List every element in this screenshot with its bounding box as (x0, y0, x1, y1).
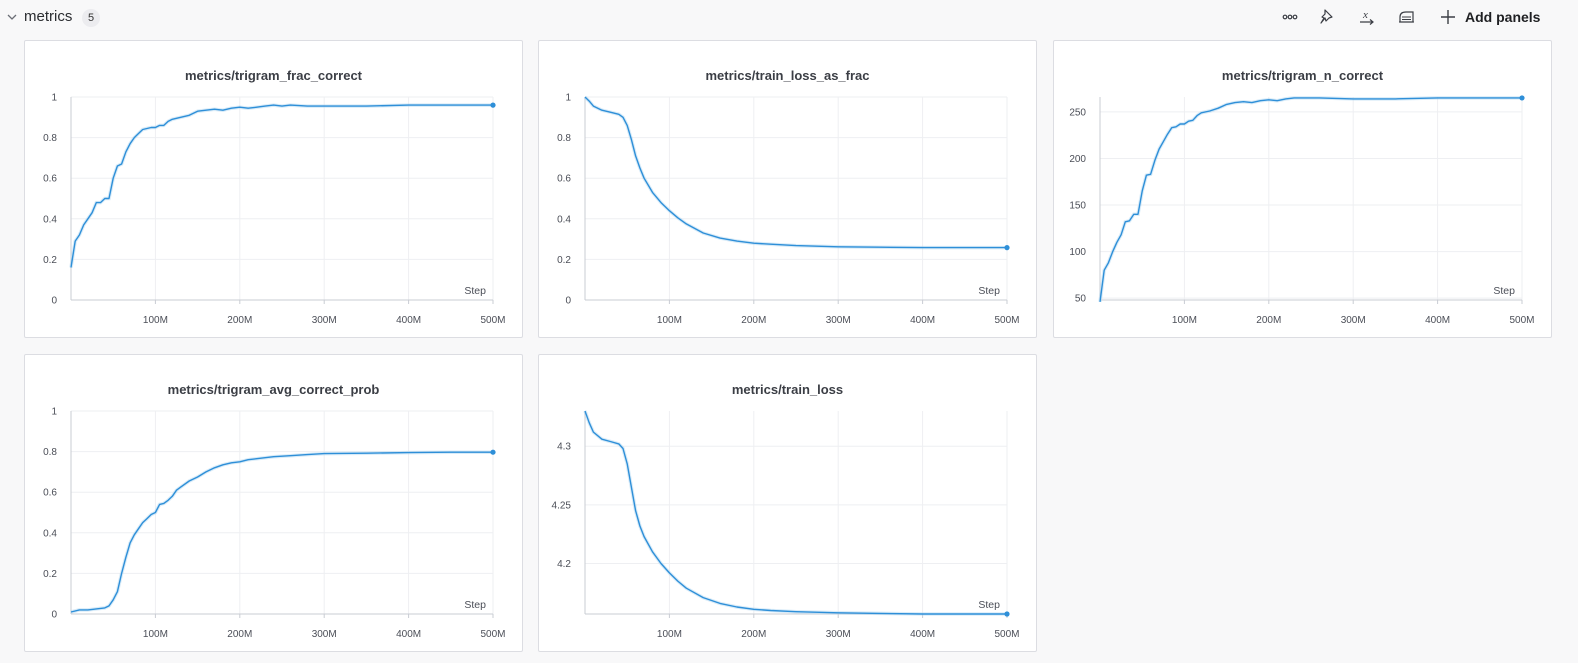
x-tick-label: 300M (826, 629, 851, 640)
y-tick-label: 0.4 (43, 528, 57, 539)
y-tick-label: 0.8 (43, 133, 57, 144)
y-tick-label: 0.6 (43, 488, 57, 499)
x-tick-label: 400M (396, 315, 421, 326)
x-tick-label: 300M (826, 315, 851, 326)
x-axis-label: Step (464, 285, 486, 297)
y-tick-label: 1 (51, 407, 57, 418)
x-tick-label: 300M (312, 315, 337, 326)
y-tick-label: 1 (51, 93, 57, 104)
chart-title: metrics/trigram_frac_correct (184, 68, 363, 83)
series-band (69, 103, 493, 268)
x-tick-label: 100M (143, 315, 168, 326)
series-end-point[interactable] (1519, 95, 1525, 101)
y-tick-label: 0.2 (43, 569, 57, 580)
series-line[interactable] (584, 96, 1007, 249)
pin-icon[interactable] (1317, 7, 1337, 27)
chart-panel-trigram-avg-correct-prob[interactable]: metrics/trigram_avg_correct_prob 0 0.2 0.4… (24, 354, 523, 652)
x-tick-label: 200M (741, 629, 766, 640)
series-band (583, 95, 1007, 250)
x-tick-label: 400M (910, 629, 935, 640)
series-end-point[interactable] (1004, 245, 1010, 251)
section-header: metrics 5 x Add panels (0, 0, 1578, 36)
y-tick-label: 0.2 (557, 255, 571, 266)
x-tick-label: 500M (480, 315, 505, 326)
series-end-point[interactable] (490, 102, 496, 108)
series-line[interactable] (70, 104, 493, 268)
add-panels-label: Add panels (1465, 9, 1541, 25)
x-tick-label: 400M (910, 315, 935, 326)
chart-panel-train-loss-as-frac[interactable]: metrics/train_loss_as_frac 0 0.2 0.4 0.6 0.8… (538, 40, 1037, 338)
y-tick-label: 0 (51, 610, 57, 621)
y-tick-label: 50 (1075, 294, 1087, 305)
chart-panel-train-loss[interactable]: metrics/train_loss 4.2 4.25 4.3 100M 200M 300… (538, 354, 1037, 652)
y-tick-label: 0.4 (43, 214, 57, 225)
y-tick-label: 4.2 (557, 559, 571, 570)
y-tick-label: 0.2 (43, 255, 57, 266)
line-chart[interactable]: 50 100 150 200 250 100M 200M 300M 400M 500M Step (1054, 41, 1553, 339)
add-panels-button[interactable]: Add panels (1439, 6, 1540, 28)
add-icon (1441, 10, 1455, 24)
x-tick-label: 300M (1341, 315, 1366, 326)
y-tick-label: 4.25 (552, 500, 572, 511)
x-tick-label: 500M (994, 315, 1019, 326)
section-count-badge: 5 (82, 9, 101, 27)
series-band (583, 410, 1007, 616)
y-tick-label: 0.6 (43, 174, 57, 185)
section-title[interactable]: metrics (24, 8, 73, 25)
x-tick-label: 300M (312, 629, 337, 640)
x-tick-label: 200M (227, 315, 252, 326)
y-tick-label: 200 (1069, 154, 1086, 165)
y-tick-label: 150 (1069, 201, 1086, 212)
series-line[interactable] (70, 451, 493, 613)
y-tick-label: 0.6 (557, 174, 571, 185)
x-axis-label: Step (464, 599, 486, 611)
x-tick-label: 200M (741, 315, 766, 326)
series-end-point[interactable] (490, 449, 496, 455)
chevron-down-icon[interactable] (6, 11, 18, 23)
series-line[interactable] (584, 410, 1007, 615)
x-tick-label: 400M (396, 629, 421, 640)
series-band (70, 450, 493, 614)
x-axis-icon[interactable]: x (1357, 7, 1377, 27)
x-tick-label: 200M (1256, 315, 1281, 326)
line-chart[interactable]: 0 0.2 0.4 0.6 0.8 1 100M 200M 300M 400M 500M Step (539, 41, 1038, 339)
chart-panel-trigram-n-correct[interactable]: metrics/trigram_n_correct 50 100 150 200 250… (1053, 40, 1552, 338)
chart-panel-trigram-frac-correct[interactable]: metrics/trigram_frac_correct 0 0.2 0.4 0.6 0… (24, 40, 523, 338)
x-tick-label: 200M (227, 629, 252, 640)
y-tick-label: 100 (1069, 247, 1086, 258)
y-tick-label: 0 (51, 296, 57, 307)
x-tick-label: 400M (1425, 315, 1450, 326)
x-tick-label: 100M (1172, 315, 1197, 326)
series-band (1098, 96, 1522, 303)
chart-title: metrics/trigram_avg_correct_prob (167, 382, 380, 397)
chart-title: metrics/train_loss (731, 382, 844, 397)
series-end-point[interactable] (1004, 611, 1010, 617)
y-tick-label: 250 (1069, 107, 1086, 118)
x-axis-label: Step (1493, 285, 1515, 297)
y-tick-label: 0 (565, 296, 571, 307)
x-axis-label: Step (978, 285, 1000, 297)
x-tick-label: 100M (657, 315, 682, 326)
y-tick-label: 0.8 (43, 447, 57, 458)
line-chart[interactable]: 4.2 4.25 4.3 100M 200M 300M 400M 500M Step (539, 355, 1038, 653)
chart-title: metrics/train_loss_as_frac (705, 68, 870, 83)
x-tick-label: 100M (657, 629, 682, 640)
more-options-icon[interactable] (1280, 7, 1300, 27)
x-tick-label: 500M (994, 629, 1019, 640)
chart-title: metrics/trigram_n_correct (1221, 68, 1384, 83)
x-tick-label: 100M (143, 629, 168, 640)
y-tick-label: 1 (565, 93, 571, 104)
series-line[interactable] (1099, 97, 1522, 302)
svg-text:x: x (1362, 9, 1368, 21)
line-chart[interactable]: 0 0.2 0.4 0.6 0.8 1 100M 200M 300M 400M 500M Step (25, 355, 524, 653)
line-chart[interactable]: 0 0.2 0.4 0.6 0.8 1 100M 200M 300M 400M 500M Step (25, 41, 524, 339)
x-tick-label: 500M (1509, 315, 1534, 326)
x-tick-label: 500M (480, 629, 505, 640)
smoothing-icon[interactable] (1397, 7, 1417, 27)
y-tick-label: 0.8 (557, 133, 571, 144)
x-axis-label: Step (978, 599, 1000, 611)
y-tick-label: 0.4 (557, 214, 571, 225)
y-tick-label: 4.3 (557, 442, 571, 453)
